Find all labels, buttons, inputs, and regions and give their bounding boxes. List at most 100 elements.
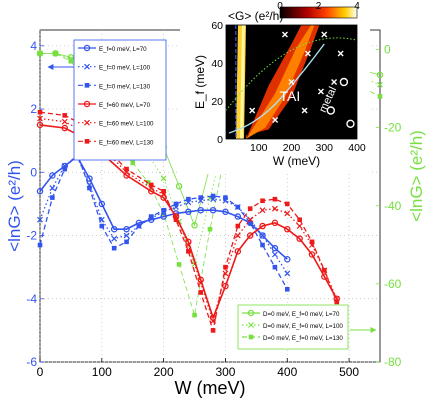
y-right-axis-label: <lnG> (e²/h) (407, 130, 426, 222)
y-left-tick-label: -6 (26, 355, 37, 369)
data-point (309, 239, 315, 245)
data-point (260, 242, 265, 248)
data-point (272, 196, 278, 202)
x-tick-label: 500 (339, 365, 359, 379)
data-point (49, 185, 56, 192)
data-point (210, 193, 216, 199)
series-e-f-0-mev-l-130 (37, 151, 290, 292)
inset-label-tai: TAI (279, 88, 300, 104)
inset-frame (225, 24, 358, 140)
data-point (37, 242, 43, 248)
legend-label: D=0 meV, E_f=0 meV, L=70 (263, 311, 340, 318)
data-point (37, 109, 43, 115)
inset-cross-marker (321, 31, 328, 38)
data-point (175, 182, 183, 190)
data-point (136, 223, 142, 229)
data-point (259, 232, 266, 239)
data-point (124, 166, 129, 172)
data-point (62, 166, 68, 172)
data-point (61, 124, 68, 132)
data-point (284, 201, 290, 207)
x-tick-label: 100 (92, 365, 112, 379)
inset-x-axis-label: W (meV) (273, 154, 320, 168)
x-axis-label: W (meV) (175, 378, 246, 398)
data-point (234, 213, 242, 220)
data-point (123, 225, 130, 233)
data-point (87, 185, 92, 191)
data-point (111, 245, 117, 251)
data-point (247, 216, 254, 223)
inset-cross-marker (331, 79, 338, 85)
data-point (124, 239, 129, 245)
inset-x-tick-label: 200 (283, 142, 301, 154)
data-point (284, 225, 291, 233)
legend-box (237, 304, 349, 350)
legend-left: E_f=0 meV, L=70 E_f=0 meV, L=100 E_f=0 meV… (73, 39, 167, 161)
data-point (83, 44, 91, 52)
data-point (247, 220, 253, 226)
heat-band-low-disorder-core (240, 25, 245, 139)
legend-label: E_f=60 meV, L=100 (99, 121, 154, 128)
data-point (235, 204, 241, 210)
inset-boundary-curve (228, 43, 325, 134)
data-point (223, 264, 228, 270)
x-tick-label: 0 (37, 365, 44, 379)
data-point (197, 206, 204, 214)
legend-label: E_f=0 meV, L=70 (99, 46, 147, 53)
data-point (246, 232, 254, 239)
data-point (84, 63, 90, 70)
data-point (297, 217, 302, 223)
legend-label: E_f=0 meV, L=100 (99, 65, 151, 72)
inset-y-tick-label: 40 (211, 58, 223, 70)
inset-circle-marker (326, 106, 335, 115)
data-point (296, 223, 303, 229)
series-line (39, 124, 338, 321)
data-point (49, 172, 56, 179)
data-point (98, 200, 106, 208)
y-left-tick-label: 2 (30, 102, 37, 116)
data-point (148, 182, 154, 188)
data-point (377, 94, 383, 99)
data-point (223, 195, 228, 200)
inset-title: <G> (e²/h) (228, 9, 283, 23)
inset-circle-marker (339, 77, 349, 87)
inset-cross-marker (304, 50, 311, 57)
data-point (284, 270, 291, 277)
data-point (185, 208, 192, 216)
inset-y-axis-label: E_f (meV) (193, 55, 207, 109)
series-line (39, 155, 288, 260)
legend-label: D=0 meV, E_f=0 meV, L=100 (263, 323, 343, 330)
data-point (272, 264, 278, 270)
legend-label: D=0 meV, E_f=0 meV, L=130 (263, 335, 343, 342)
data-point (260, 198, 265, 204)
data-point (84, 139, 90, 144)
inset-cross-marker (281, 31, 288, 38)
inset-cross-marker (249, 107, 256, 114)
data-point (247, 309, 255, 317)
inset-cross-marker (317, 88, 324, 95)
legend-label: E_f=0 meV, L=130 (99, 83, 151, 90)
data-point (160, 175, 167, 182)
inset-x-tick-label: 300 (315, 142, 333, 154)
data-point (53, 51, 58, 56)
data-point (248, 322, 254, 328)
data-point (210, 328, 216, 333)
data-point (173, 217, 179, 223)
data-point (37, 51, 43, 56)
data-point (377, 81, 383, 88)
data-point (234, 232, 241, 239)
data-point (37, 115, 43, 122)
legend-label: E_f=60 meV, L=130 (99, 139, 154, 146)
x-tick-label: 200 (154, 365, 174, 379)
data-point (86, 175, 93, 182)
data-point (271, 251, 278, 258)
data-point (192, 312, 197, 318)
y-left-tick-label: 0 (30, 165, 37, 179)
data-point (160, 213, 167, 220)
data-point (99, 223, 105, 229)
inset-circle-marker (346, 119, 355, 129)
colorbar (279, 6, 358, 19)
y-left-axis-label: <lnG> (e²/h) (5, 160, 24, 252)
